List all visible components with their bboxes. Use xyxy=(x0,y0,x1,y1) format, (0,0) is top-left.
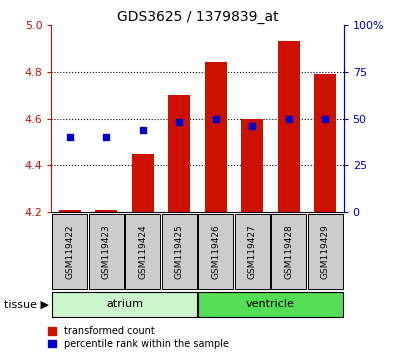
Text: GSM119428: GSM119428 xyxy=(284,224,293,279)
FancyBboxPatch shape xyxy=(235,214,270,289)
Bar xyxy=(59,210,81,212)
Legend: transformed count, percentile rank within the sample: transformed count, percentile rank withi… xyxy=(48,326,229,349)
Text: GSM119426: GSM119426 xyxy=(211,224,220,279)
Text: tissue ▶: tissue ▶ xyxy=(4,299,49,309)
Point xyxy=(66,135,73,140)
Point xyxy=(213,116,219,121)
Point xyxy=(139,127,146,133)
FancyBboxPatch shape xyxy=(88,214,124,289)
FancyBboxPatch shape xyxy=(52,214,87,289)
FancyBboxPatch shape xyxy=(271,214,307,289)
Point xyxy=(176,120,182,125)
Point xyxy=(249,123,256,129)
Text: GSM119429: GSM119429 xyxy=(321,224,330,279)
Bar xyxy=(205,62,227,212)
Bar xyxy=(314,74,336,212)
Text: atrium: atrium xyxy=(106,299,143,309)
Text: GSM119422: GSM119422 xyxy=(65,224,74,279)
Text: GSM119425: GSM119425 xyxy=(175,224,184,279)
Title: GDS3625 / 1379839_at: GDS3625 / 1379839_at xyxy=(117,10,278,24)
Text: GSM119427: GSM119427 xyxy=(248,224,257,279)
Text: GSM119424: GSM119424 xyxy=(138,224,147,279)
FancyBboxPatch shape xyxy=(52,292,197,317)
FancyBboxPatch shape xyxy=(125,214,160,289)
Bar xyxy=(132,154,154,212)
FancyBboxPatch shape xyxy=(162,214,197,289)
Text: ventricle: ventricle xyxy=(246,299,295,309)
Bar xyxy=(241,119,263,212)
Bar xyxy=(95,210,117,212)
FancyBboxPatch shape xyxy=(198,214,233,289)
Point xyxy=(322,116,329,121)
Bar xyxy=(278,41,300,212)
FancyBboxPatch shape xyxy=(198,292,343,317)
Point xyxy=(103,135,109,140)
Bar xyxy=(168,95,190,212)
Point xyxy=(286,116,292,121)
Text: GSM119423: GSM119423 xyxy=(102,224,111,279)
FancyBboxPatch shape xyxy=(308,214,343,289)
